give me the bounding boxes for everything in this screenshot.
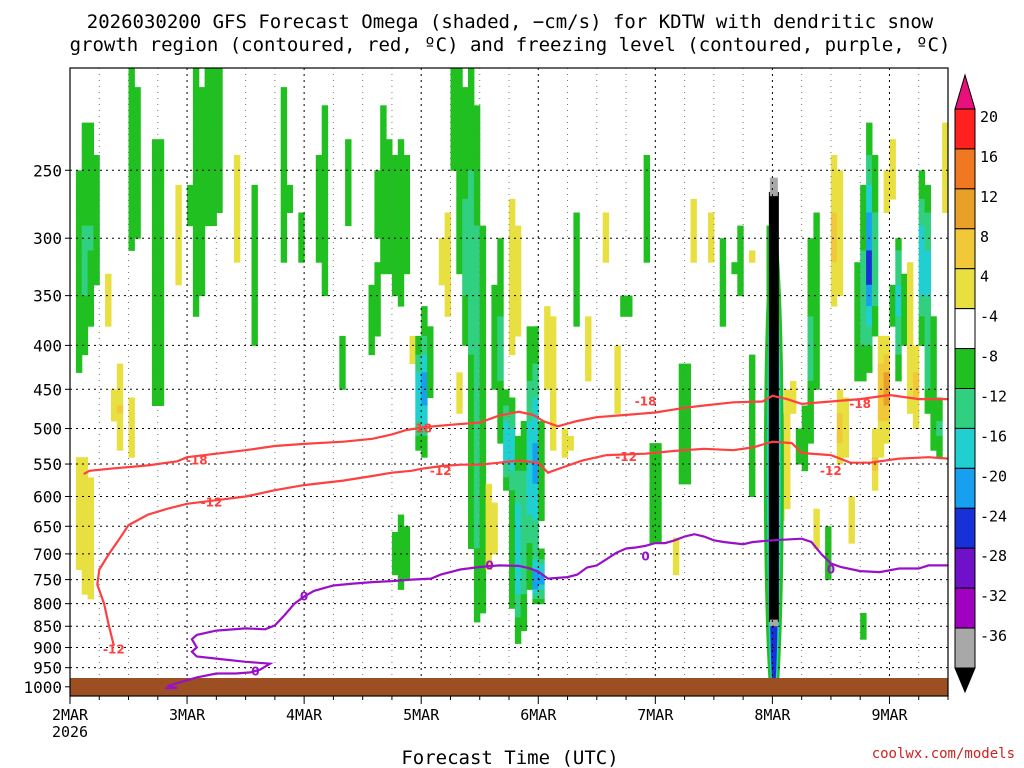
- y-tick-label: 800: [33, 595, 62, 614]
- contour-label: 0: [641, 550, 649, 564]
- colorbar-label: -16: [980, 427, 1007, 445]
- contour-label: -18: [186, 454, 208, 468]
- colorbar-label: -4: [980, 308, 998, 326]
- x-axis-label: Forecast Time (UTC): [401, 747, 618, 768]
- x-tick-sublabel: 2026: [52, 723, 88, 741]
- colorbar-legend: 20 16 12 8 4 -4 -8 -12 -16 -20 -24 -28 -32 -36: [954, 73, 1007, 694]
- contour-label: -18: [410, 422, 432, 436]
- contour-label: -18: [635, 395, 657, 409]
- ground-surface: [70, 678, 948, 696]
- colorbar-label: 16: [980, 148, 998, 166]
- strong-omega-column: [763, 177, 784, 696]
- contour-label: -18: [849, 397, 871, 411]
- y-tick-label: 600: [33, 488, 62, 507]
- chart-title-line2: growth region (contoured, red, ºC) and f…: [70, 34, 951, 56]
- y-tick-label: 850: [33, 617, 62, 636]
- y-tick-label: 300: [33, 229, 62, 248]
- chart-title-line1: 2026030200 GFS Forecast Omega (shaded, −…: [87, 11, 934, 33]
- omega-shading: [75, 68, 948, 696]
- contour-lines: -18 -18 -18 -18 -12 -12 -12 -12 -12 0 0 0 0 0: [83, 393, 948, 690]
- contour-line-0: [83, 393, 948, 476]
- colorbar-label: -24: [980, 507, 1007, 525]
- x-tick-label: 8MAR: [754, 706, 791, 724]
- y-tick-label: 400: [33, 336, 62, 355]
- x-tick-label: 4MAR: [286, 706, 323, 724]
- colorbar-label: -32: [980, 587, 1007, 605]
- x-tick-label: 6MAR: [520, 706, 557, 724]
- y-tick-label: 450: [33, 380, 62, 399]
- contour-line-2: [165, 533, 948, 690]
- colorbar-label: 20: [980, 108, 998, 126]
- contour-label: -12: [103, 643, 125, 657]
- x-tick-label: 7MAR: [637, 706, 674, 724]
- colorbar-label: -36: [980, 627, 1007, 645]
- contour-label: -12: [615, 450, 637, 464]
- contour-label: 0: [251, 665, 259, 679]
- colorbar-label: -8: [980, 348, 998, 366]
- contour-label: -12: [201, 496, 223, 510]
- colorbar-label: 4: [980, 268, 989, 286]
- x-tick-label: 3MAR: [169, 706, 206, 724]
- colorbar-label: 8: [980, 228, 989, 246]
- contour-label: 0: [300, 590, 308, 604]
- x-tick-label: 5MAR: [403, 706, 440, 724]
- contour-label: 0: [827, 563, 835, 577]
- y-tick-label: 250: [33, 161, 62, 180]
- x-tick-label: 9MAR: [871, 706, 908, 724]
- y-tick-label: 550: [33, 455, 62, 474]
- colorbar-label: -12: [980, 388, 1007, 406]
- y-tick-label: 650: [33, 517, 62, 536]
- y-tick-label: 900: [33, 639, 62, 658]
- colorbar-label: -28: [980, 547, 1007, 565]
- contour-label: 0: [485, 558, 493, 572]
- plot-area: -18 -18 -18 -18 -12 -12 -12 -12 -12 0 0 0 0 0: [70, 68, 948, 696]
- contour-label: -12: [430, 464, 452, 478]
- colorbar-label: 12: [980, 188, 998, 206]
- y-tick-label: 500: [33, 420, 62, 439]
- x-tick-label: 2MAR: [52, 706, 89, 724]
- y-axis: 250 300 350 400 450 500 550 600 650 700 750 800 850 9…: [23, 161, 70, 697]
- colorbar-label: -20: [980, 467, 1007, 485]
- y-tick-label: 700: [33, 545, 62, 564]
- y-tick-label: 750: [33, 571, 62, 590]
- contour-label: -12: [820, 464, 842, 478]
- credit-text[interactable]: coolwx.com/models: [872, 746, 1015, 762]
- y-tick-label: 1000: [23, 678, 62, 697]
- contour-line-1: [96, 440, 948, 647]
- y-tick-label: 950: [33, 659, 62, 678]
- y-tick-label: 350: [33, 287, 62, 306]
